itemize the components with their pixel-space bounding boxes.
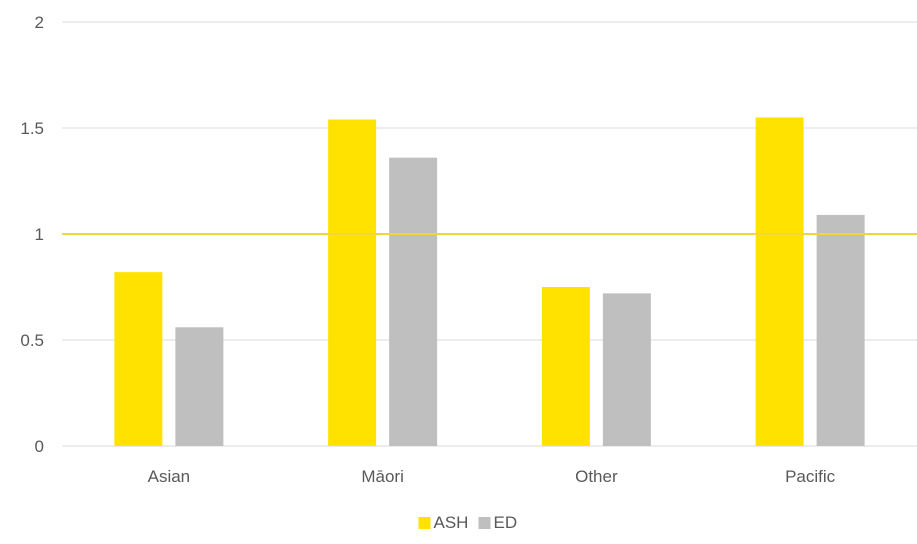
y-tick-label: 0.5 [20,331,44,350]
bar-ed-1 [389,157,438,446]
x-tick-label: Māori [361,467,404,486]
y-tick-label: 0 [35,437,44,456]
bar-ed-3 [816,214,865,446]
bar-ed-2 [602,293,651,446]
x-tick-label: Pacific [785,467,836,486]
legend-label-ash: ASH [434,513,469,532]
legend-label-ed: ED [494,513,518,532]
y-axis-tick-labels: 0 0.5 1 1.5 2 [20,13,44,456]
x-axis-tick-labels: Asian Māori Other Pacific [148,467,836,486]
bar-ash-2 [541,287,590,446]
bars [114,117,865,447]
bar-ed-0 [175,327,224,446]
bar-ash-3 [755,117,804,447]
bar-ash-1 [328,119,377,447]
legend-swatch-ed [478,517,491,529]
x-tick-label: Asian [148,467,191,486]
y-tick-label: 1 [35,225,44,244]
x-tick-label: Other [575,467,618,486]
legend-swatch-ash [418,517,431,529]
y-tick-label: 1.5 [20,119,44,138]
bar-ash-0 [114,272,163,446]
y-tick-label: 2 [35,13,44,32]
legend: ASH ED [418,513,518,532]
